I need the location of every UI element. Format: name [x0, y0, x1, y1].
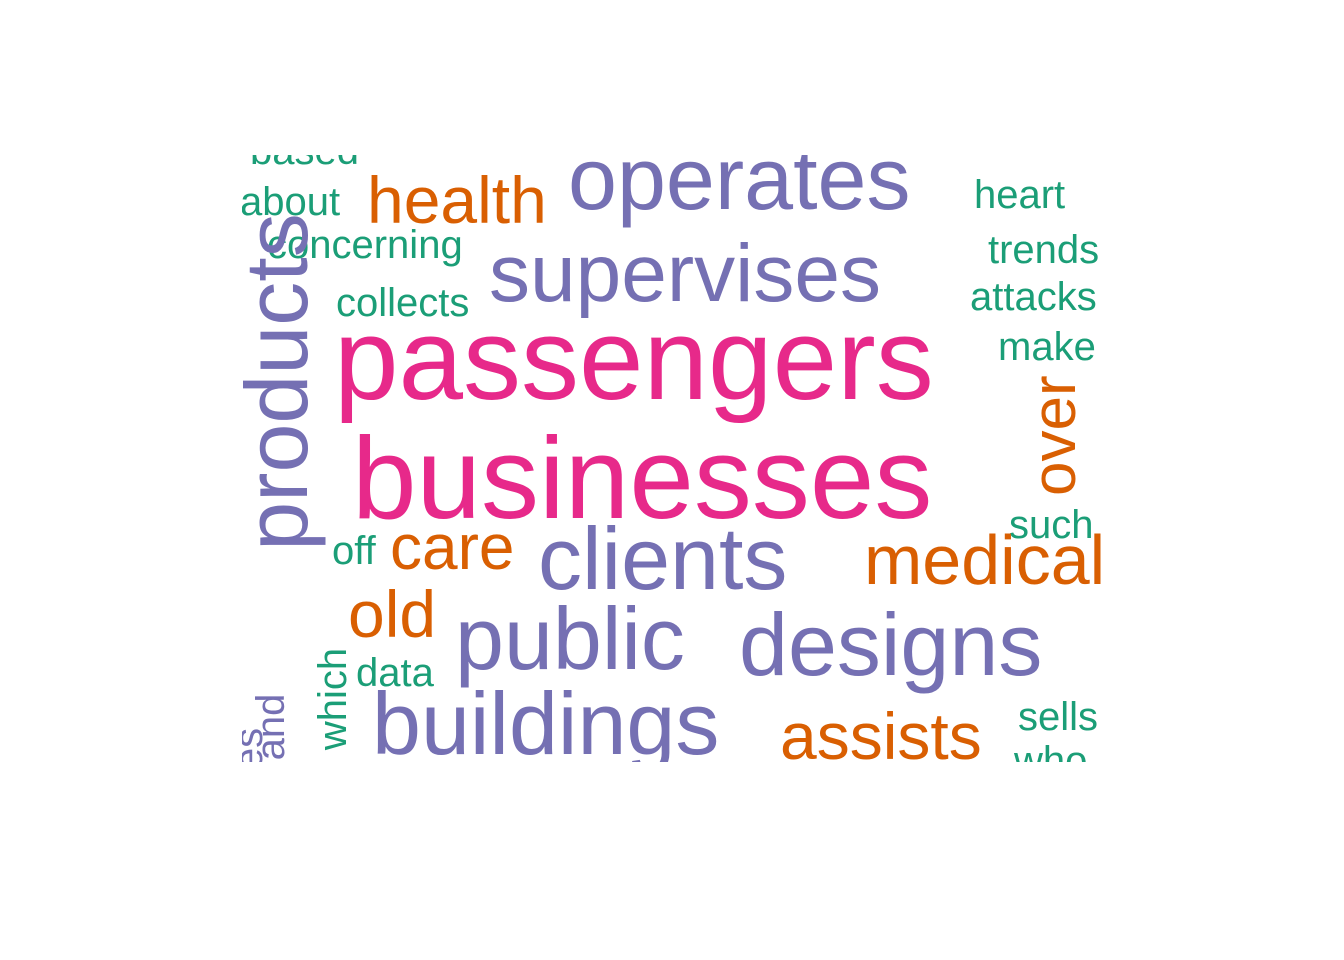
word-who: who: [1014, 739, 1088, 762]
word-concerning: concerning: [267, 223, 463, 267]
word-about: about: [242, 180, 341, 224]
word-supervises: supervises: [489, 228, 881, 319]
word-buildings: buildings: [372, 674, 720, 763]
word-products: products: [242, 213, 326, 551]
word-such: such: [1009, 503, 1094, 547]
word-old: old: [348, 577, 437, 651]
word-based: based: [250, 155, 359, 171]
word-make: make: [998, 325, 1096, 369]
word-medical: medical: [864, 521, 1106, 599]
word-es: es: [242, 727, 271, 762]
word-attacks: attacks: [970, 275, 1097, 319]
word-public: public: [455, 589, 685, 688]
word-assists: assists: [780, 699, 982, 762]
word-businesses: businesses: [352, 413, 933, 543]
word-clients: clients: [538, 509, 788, 608]
word-heart: heart: [974, 173, 1066, 217]
word-collects: collects: [336, 281, 470, 325]
word-which: which: [311, 647, 355, 751]
word-health: health: [367, 163, 547, 237]
word-off: off: [332, 529, 376, 573]
word-trends: trends: [988, 228, 1100, 272]
word-care: care: [390, 511, 515, 583]
word-over: over: [1020, 375, 1089, 496]
word-operates: operates: [568, 155, 911, 228]
word-data: data: [356, 651, 434, 695]
word-passengers: passengers: [334, 294, 934, 424]
word-cloud: based operates about health heart concer…: [242, 155, 1108, 762]
word-designs: designs: [739, 595, 1043, 694]
word-sells: sells: [1018, 695, 1099, 739]
